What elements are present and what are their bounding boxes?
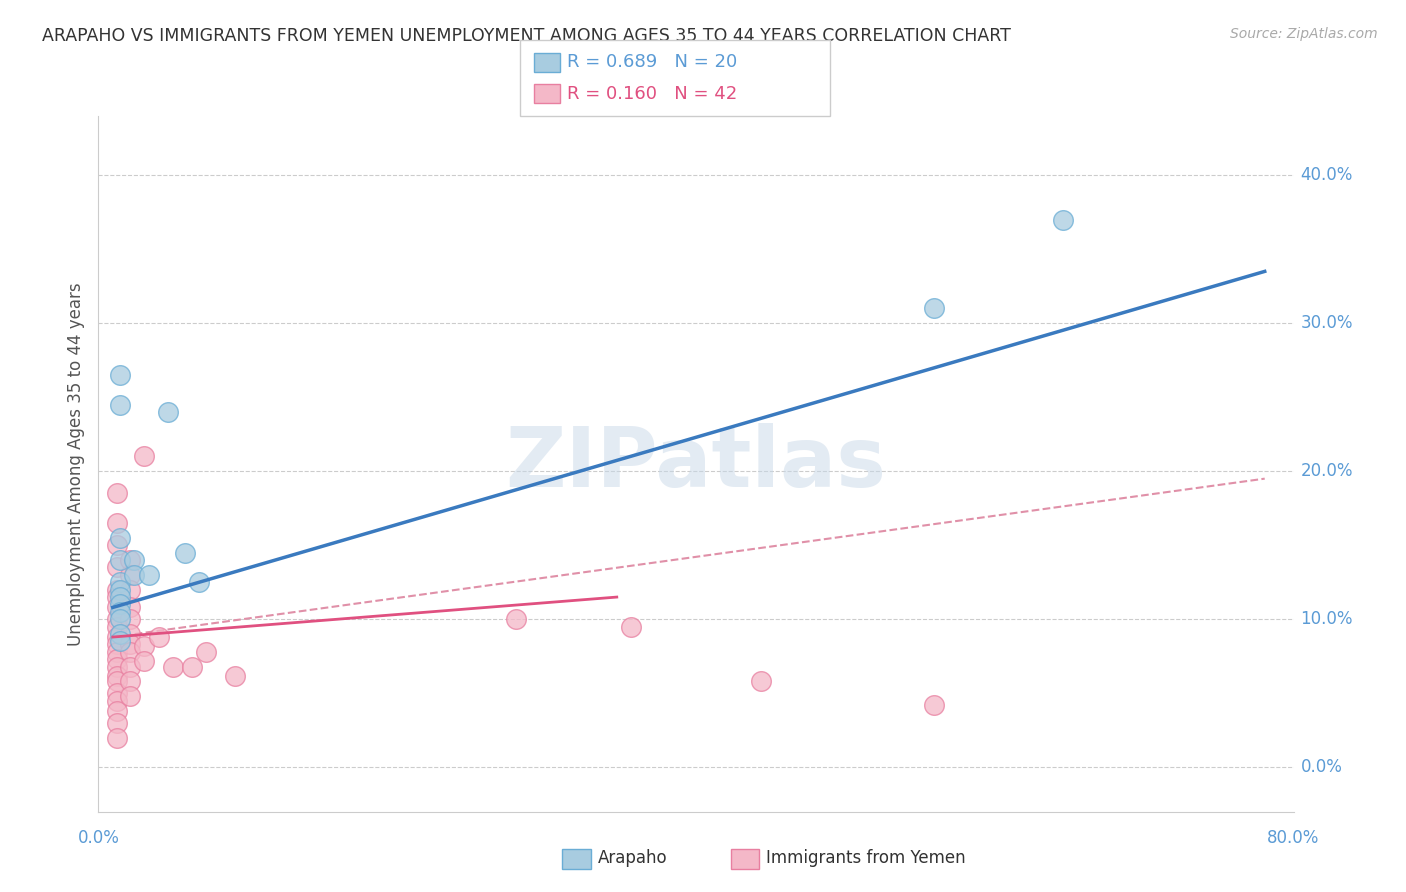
Point [162,659,184,673]
Point [105,620,128,634]
Point [108,575,131,590]
Point [108,398,131,412]
Point [749,674,772,689]
Point [120,659,142,673]
Text: 0.0%: 0.0% [77,829,120,847]
Point [195,645,218,659]
Point [105,674,128,689]
Point [105,560,128,574]
Point [120,600,142,615]
Point [620,620,643,634]
Point [124,567,146,582]
Text: Source: ZipAtlas.com: Source: ZipAtlas.com [1230,27,1378,41]
Text: 80.0%: 80.0% [1267,829,1320,847]
Point [108,590,131,604]
Point [105,645,128,659]
Point [156,405,179,419]
Point [105,715,128,730]
Point [120,627,142,641]
Point [922,301,945,316]
Point [181,659,204,673]
Point [108,531,131,545]
Point [134,450,156,464]
Point [120,567,142,582]
Point [134,654,156,668]
Point [120,690,142,704]
Point [105,630,128,644]
Point [108,598,131,612]
Point [120,553,142,567]
Point [108,627,131,641]
Y-axis label: Unemployment Among Ages 35 to 44 years: Unemployment Among Ages 35 to 44 years [66,282,84,646]
Text: 0.0%: 0.0% [1301,758,1343,776]
Point [105,516,128,530]
Point [505,612,527,626]
Point [134,639,156,653]
Point [120,582,142,597]
Text: 20.0%: 20.0% [1301,462,1353,480]
Point [105,731,128,745]
Point [105,538,128,552]
Point [105,694,128,708]
Point [188,575,211,590]
Point [105,590,128,604]
Point [148,630,170,644]
Point [108,368,131,382]
Point [105,600,128,615]
Text: 10.0%: 10.0% [1301,610,1353,628]
Point [1052,212,1074,227]
Point [105,486,128,500]
Text: 40.0%: 40.0% [1301,166,1353,184]
Point [105,637,128,651]
Point [105,659,128,673]
Text: ZIPatlas: ZIPatlas [506,424,886,504]
Point [124,553,146,567]
Text: 30.0%: 30.0% [1301,314,1353,332]
Point [922,698,945,713]
Text: Arapaho: Arapaho [598,849,668,867]
Point [173,546,195,560]
Point [108,582,131,597]
Point [120,674,142,689]
Point [105,668,128,682]
Point [108,605,131,619]
Text: R = 0.689   N = 20: R = 0.689 N = 20 [567,54,737,71]
Point [108,634,131,648]
Text: Immigrants from Yemen: Immigrants from Yemen [766,849,966,867]
Point [105,704,128,718]
Point [108,612,131,626]
Text: R = 0.160   N = 42: R = 0.160 N = 42 [567,85,737,103]
Point [105,652,128,666]
Point [105,612,128,626]
Point [120,612,142,626]
Point [138,567,160,582]
Point [224,668,246,682]
Text: ARAPAHO VS IMMIGRANTS FROM YEMEN UNEMPLOYMENT AMONG AGES 35 TO 44 YEARS CORRELAT: ARAPAHO VS IMMIGRANTS FROM YEMEN UNEMPLO… [42,27,1011,45]
Point [108,553,131,567]
Point [120,645,142,659]
Point [105,582,128,597]
Point [120,637,142,651]
Point [105,686,128,700]
